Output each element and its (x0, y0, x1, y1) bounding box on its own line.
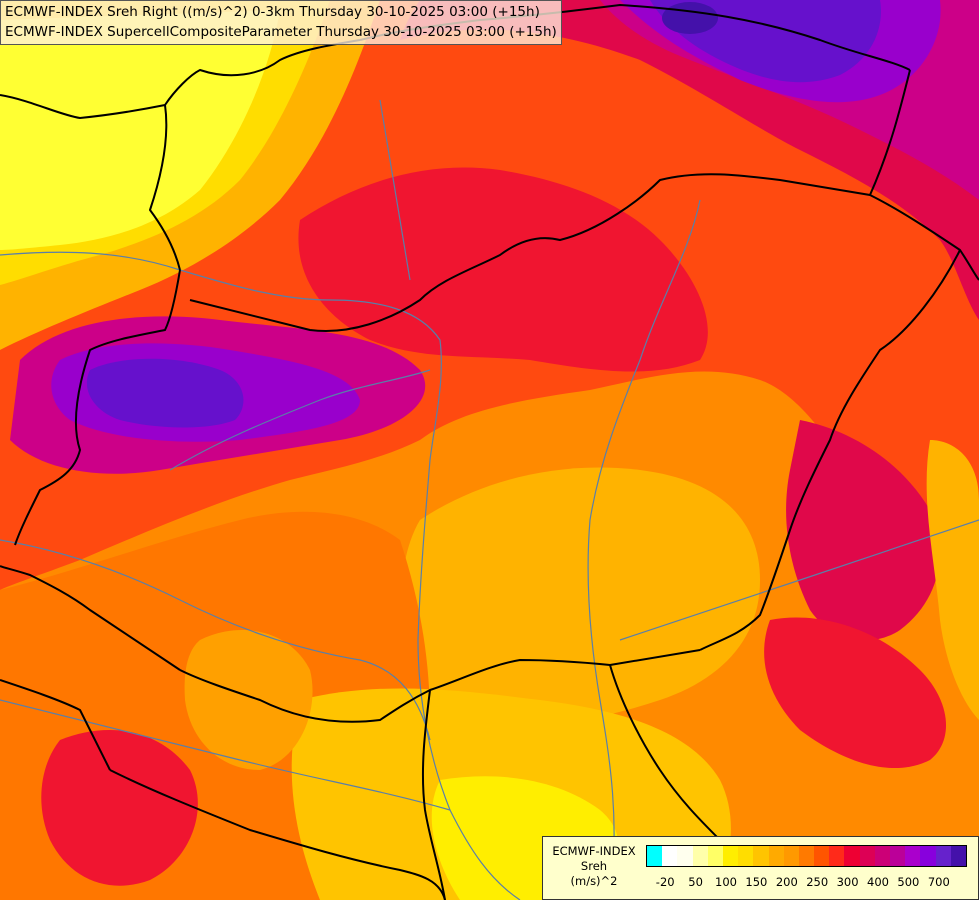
legend-swatch (753, 846, 769, 866)
border-ukraine (869, 69, 979, 281)
legend-title: ECMWF-INDEX Sreh (m/s)^2 (547, 844, 641, 889)
legend-swatch (844, 846, 860, 866)
legend-swatch (920, 846, 936, 866)
field-gold-center (400, 467, 760, 724)
legend-swatch (829, 846, 845, 866)
border-austria-hungary (14, 269, 181, 546)
map-title-line2: ECMWF-INDEX SupercellCompositeParameter … (5, 24, 557, 40)
legend-swatch (768, 846, 784, 866)
legend-swatch (722, 846, 739, 866)
legend-swatch (874, 846, 890, 866)
field-red-east (786, 420, 940, 641)
legend-tick-label: 300 (836, 875, 859, 889)
legend-tick-label: 500 (897, 875, 920, 889)
legend-title-line3: (m/s)^2 (570, 874, 618, 888)
legend-swatch (707, 846, 723, 866)
legend-swatch (662, 846, 678, 866)
river-drava (0, 539, 431, 741)
border-hungary-romania (699, 249, 961, 651)
legend-swatch (814, 846, 830, 866)
legend-color-bar (646, 845, 967, 867)
field-red-se (764, 617, 947, 769)
legend-swatch (647, 846, 663, 866)
border-slovakia-hungary (189, 173, 871, 332)
field-red-center-north (298, 167, 708, 372)
river-vah (379, 99, 411, 281)
map-title-box: ECMWF-INDEX Sreh Right ((m/s)^2) 0-3km T… (0, 0, 562, 45)
legend-swatch (738, 846, 754, 866)
border-czech-slovakia (164, 39, 361, 106)
legend-title-line2: Sreh (580, 859, 608, 873)
field-violet-west (86, 358, 244, 428)
legend-tick-label: 150 (745, 875, 768, 889)
legend-swatch (798, 846, 815, 866)
legend-swatch (677, 846, 693, 866)
field-red-sw (41, 730, 198, 886)
river-tisza (587, 199, 701, 900)
legend-swatch (692, 846, 708, 866)
legend-title-line1: ECMWF-INDEX (552, 844, 636, 858)
legend-swatch (890, 846, 906, 866)
country-borders (0, 4, 979, 900)
legend-tick-label: 50 (688, 875, 703, 889)
legend-tick-label: 400 (867, 875, 889, 889)
river-danube (0, 251, 521, 900)
field-gold-sw (184, 630, 313, 770)
legend-swatch (935, 846, 951, 866)
map-title-line1: ECMWF-INDEX Sreh Right ((m/s)^2) 0-3km T… (5, 4, 540, 20)
border-croatia-serbia (421, 689, 446, 900)
river-sava (0, 699, 451, 811)
legend-swatch (905, 846, 921, 866)
legend-tick-labels: -20 50 100 150 200 250 300 400 500 700 (646, 875, 966, 891)
legend-swatch (859, 846, 875, 866)
legend-tick-label: 700 (927, 875, 950, 889)
rivers (0, 99, 979, 900)
river-mures (619, 519, 979, 641)
color-legend: ECMWF-INDEX Sreh (m/s)^2 -20 50 100 150 200 2… (542, 836, 979, 900)
border-slovenia-croatia (0, 679, 111, 771)
field-gold-se-edge (926, 440, 979, 720)
field-indigo-ne (662, 2, 718, 34)
border-hungary-croatia (0, 565, 181, 671)
border-bosnia (109, 769, 446, 900)
field-lightyellow-nw (0, 10, 280, 250)
legend-tick-label: 100 (715, 875, 737, 889)
legend-swatch (950, 846, 966, 866)
legend-tick-label: 250 (806, 875, 829, 889)
legend-tick-label: -20 (655, 875, 675, 889)
legend-swatch (783, 846, 799, 866)
river-raab (169, 369, 431, 471)
legend-tick-label: 200 (775, 875, 798, 889)
